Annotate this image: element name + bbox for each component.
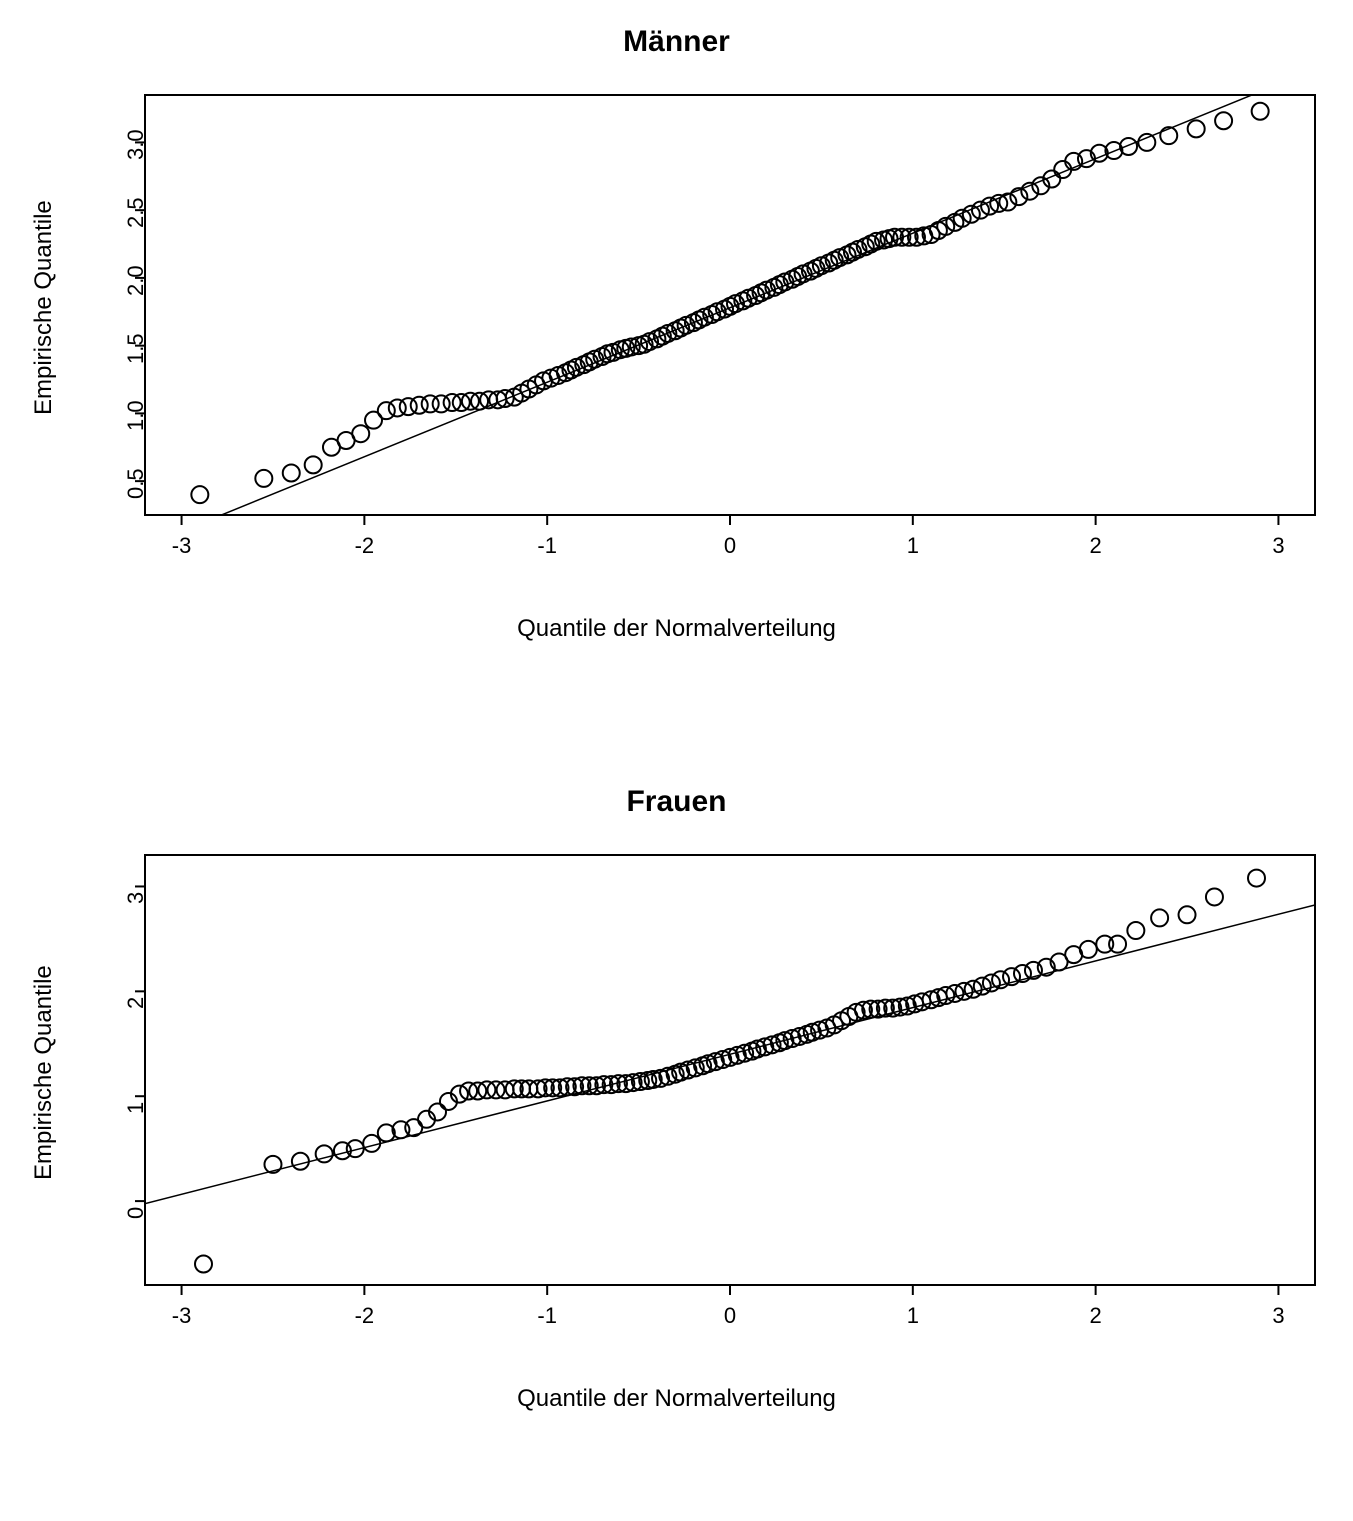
data-point xyxy=(1248,870,1265,887)
data-point xyxy=(405,1119,422,1136)
data-point xyxy=(1179,906,1196,923)
x-tick-label: -3 xyxy=(162,1303,202,1329)
x-tick-label: -1 xyxy=(527,1303,567,1329)
y-tick-label: 2 xyxy=(123,997,149,1009)
page: MännerQuantile der NormalverteilungEmpir… xyxy=(0,0,1353,1521)
data-point xyxy=(1080,941,1097,958)
chart-svg-frauen xyxy=(0,0,1353,1521)
data-point xyxy=(1151,909,1168,926)
data-point xyxy=(983,974,1000,991)
data-point xyxy=(974,978,991,995)
data-point xyxy=(195,1256,212,1273)
data-point xyxy=(1127,922,1144,939)
x-tick-label: 3 xyxy=(1258,1303,1298,1329)
x-tick-label: 0 xyxy=(710,1303,750,1329)
data-point xyxy=(1206,888,1223,905)
plot-border xyxy=(145,855,1315,1285)
data-point xyxy=(1109,936,1126,953)
x-tick-label: -2 xyxy=(344,1303,384,1329)
y-tick-label: 3 xyxy=(123,892,149,904)
data-point xyxy=(292,1153,309,1170)
y-tick-label: 0 xyxy=(123,1207,149,1219)
data-point xyxy=(363,1135,380,1152)
x-tick-label: 2 xyxy=(1076,1303,1116,1329)
x-tick-label: 1 xyxy=(893,1303,933,1329)
data-point xyxy=(316,1145,333,1162)
qq-points xyxy=(195,870,1265,1273)
y-tick-label: 1 xyxy=(123,1102,149,1114)
